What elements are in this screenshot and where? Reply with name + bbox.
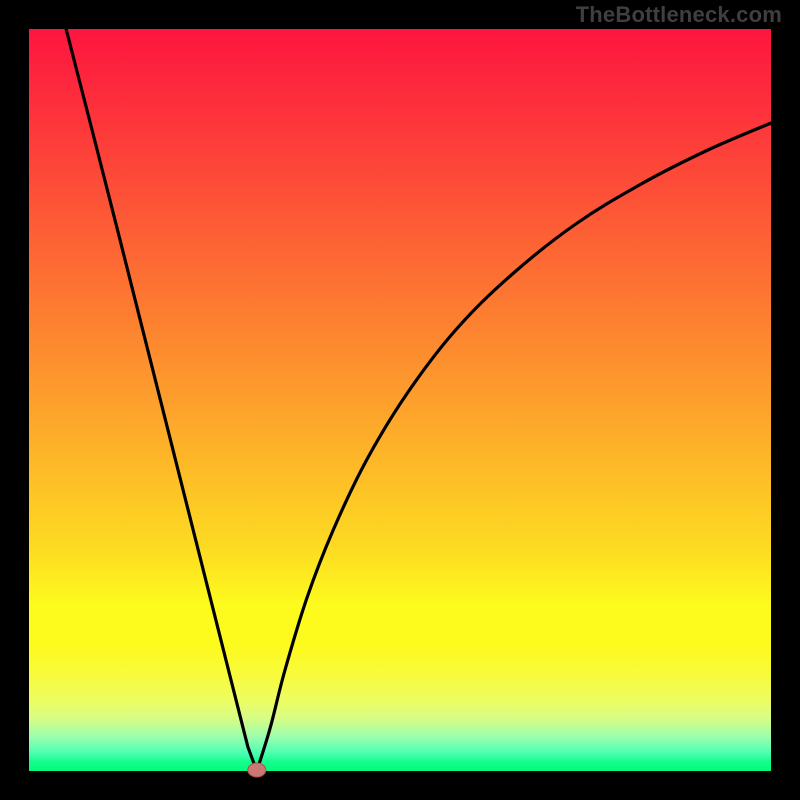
bottleneck-chart: TheBottleneck.com (0, 0, 800, 800)
gradient-background (29, 29, 771, 771)
watermark-text: TheBottleneck.com (576, 2, 782, 28)
